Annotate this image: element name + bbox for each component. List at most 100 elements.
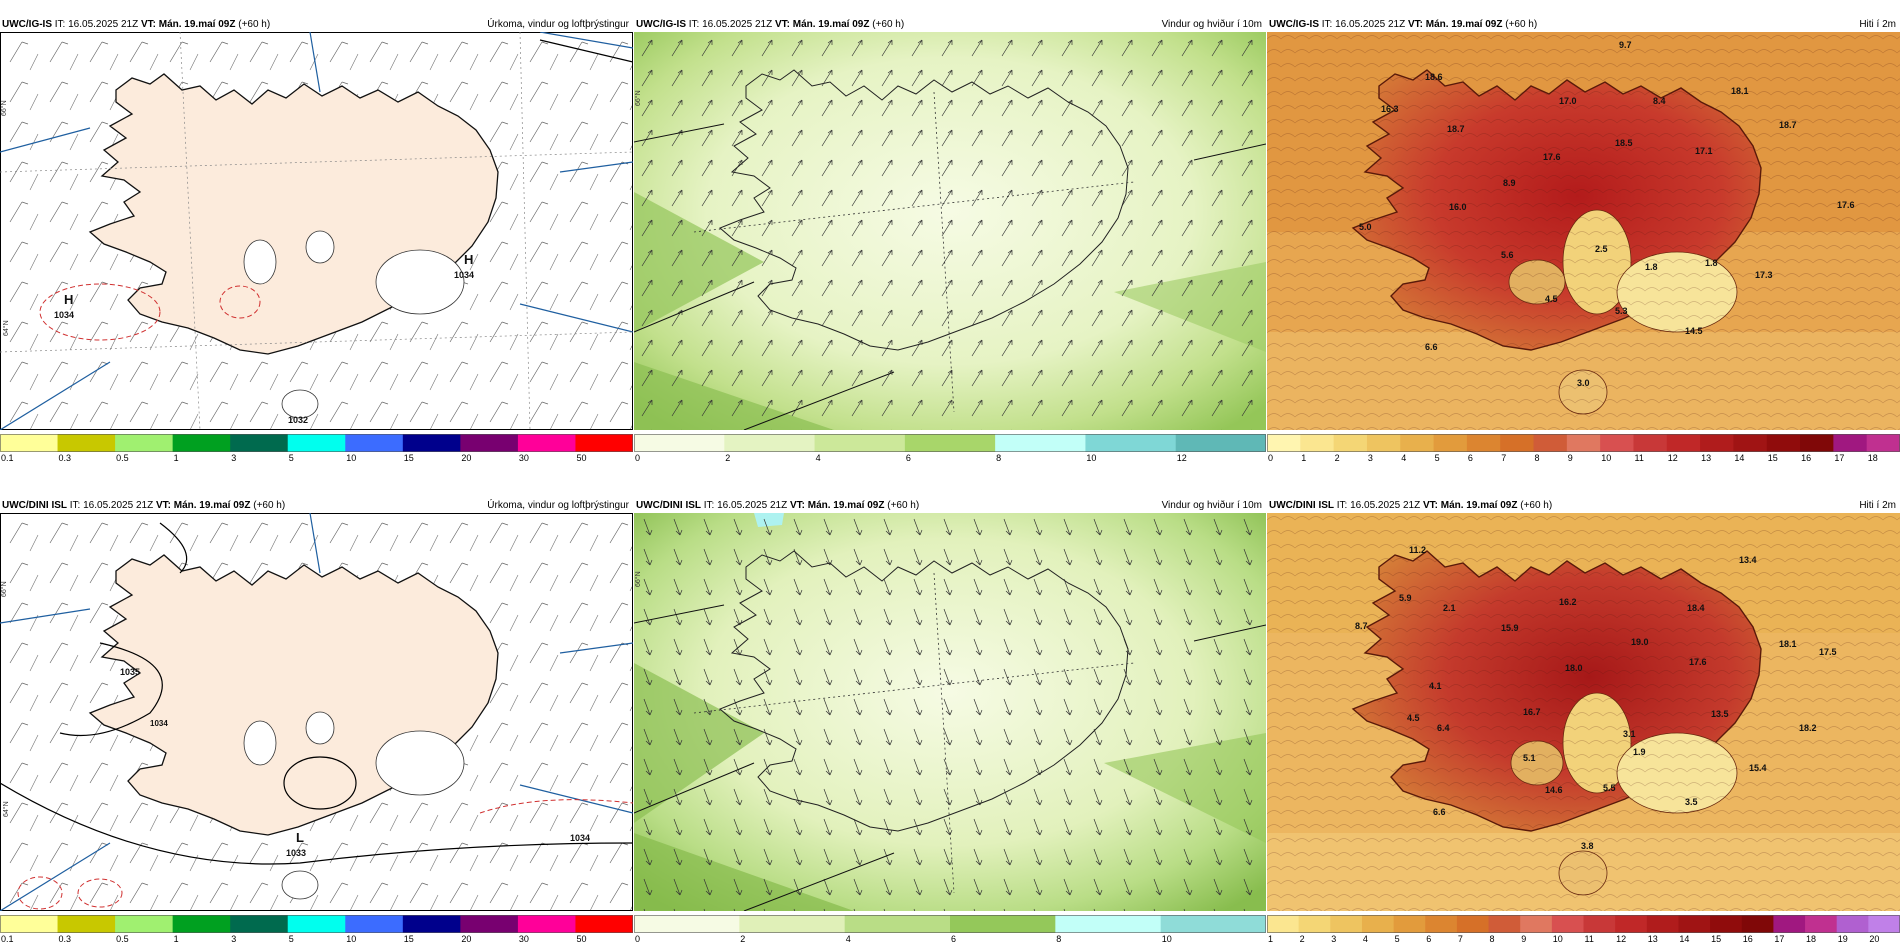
temperature-value: 17.0 bbox=[1559, 96, 1577, 106]
model-name: UWC/DINI ISL bbox=[2, 500, 67, 511]
valid-time: Mán. 19.maí 09Z bbox=[792, 19, 870, 30]
init-time: IT: 16.05.2025 21Z bbox=[1336, 500, 1421, 511]
colorbar-tick-label: 14 bbox=[1734, 453, 1745, 463]
valid-time: Mán. 19.maí 09Z bbox=[173, 500, 251, 511]
temperature-value: 16.2 bbox=[1559, 597, 1577, 607]
colorbar-tick-label: 10 bbox=[1601, 453, 1612, 463]
temperature-value: 19.0 bbox=[1631, 637, 1649, 647]
colorbar-swatch bbox=[1500, 434, 1535, 452]
temperature-value: 13.4 bbox=[1739, 555, 1757, 565]
colorbar-swatch bbox=[1833, 434, 1868, 452]
colorbar-tick-label: 8 bbox=[1534, 453, 1540, 463]
panel-title: Vindur og hviður í 10m bbox=[1161, 500, 1262, 511]
colorbar-tick-label: 6 bbox=[905, 453, 911, 463]
colorbar-swatch bbox=[517, 915, 576, 933]
colorbar-swatch bbox=[1836, 915, 1869, 933]
colorbar-tick-label: 10 bbox=[346, 453, 357, 463]
colorbar-swatch bbox=[1433, 434, 1468, 452]
wind-map: 66°N bbox=[634, 513, 1266, 911]
colorbar-tick-label: 19 bbox=[1837, 934, 1848, 944]
temperature-value: 18.1 bbox=[1731, 86, 1749, 96]
temperature-value: 15.9 bbox=[1501, 623, 1519, 633]
temperature-value: 4.1 bbox=[1429, 681, 1442, 691]
colorbar-tick-label: 11 bbox=[1584, 934, 1594, 944]
colorbar-swatch bbox=[1298, 915, 1331, 933]
colorbar-tick-label: 18 bbox=[1806, 934, 1817, 944]
lead-time: (+60 h) bbox=[887, 500, 920, 511]
isobar-label: 1034 bbox=[570, 833, 590, 843]
temperature-value: 1.8 bbox=[1705, 258, 1718, 268]
temperature-value: 17.3 bbox=[1755, 270, 1773, 280]
colorbar-swatch bbox=[1160, 915, 1266, 933]
colorbar-tick-label: 14 bbox=[1679, 934, 1690, 944]
temperature-value: 18.4 bbox=[1687, 603, 1705, 613]
colorbar-swatch bbox=[1456, 915, 1490, 933]
colorbar-swatch bbox=[575, 434, 633, 452]
pressure-value: 1034 bbox=[454, 270, 474, 280]
colorbar-swatch bbox=[634, 434, 725, 452]
temperature-value: 5.6 bbox=[1501, 250, 1514, 260]
colorbar-swatch bbox=[1678, 915, 1711, 933]
precip-map: L 1033 1035 1034 1034 66°N 64°N bbox=[0, 513, 633, 911]
init-time: IT: 16.05.2025 21Z bbox=[54, 19, 139, 30]
colorbar-tick-label: 4 bbox=[1362, 934, 1368, 944]
colorbar-tick-label: 3 bbox=[1367, 453, 1373, 463]
init-time: IT: 16.05.2025 21Z bbox=[688, 19, 773, 30]
colorbar-tick-label: 3 bbox=[1331, 934, 1337, 944]
high-symbol: H bbox=[464, 252, 473, 267]
colorbar-tick-label: 8 bbox=[996, 453, 1002, 463]
colorbar-swatch bbox=[517, 434, 576, 452]
colorbar-swatch bbox=[287, 915, 346, 933]
lead-time: (+60 h) bbox=[1505, 19, 1538, 30]
colorbar-swatch bbox=[1741, 915, 1774, 933]
temperature-value: 18.6 bbox=[1425, 72, 1443, 82]
colorbar-tick-label: 1 bbox=[1301, 453, 1307, 463]
valid-time: Mán. 19.maí 09Z bbox=[1440, 500, 1518, 511]
colorbar-swatch bbox=[904, 434, 996, 452]
colorbar-tick-label: 20 bbox=[1869, 934, 1880, 944]
valid-time: Mán. 19.maí 09Z bbox=[1425, 19, 1503, 30]
temperature-value: 6.4 bbox=[1437, 723, 1450, 733]
colorbar-tick-label: 0 bbox=[635, 453, 641, 463]
temperature-value: 18.1 bbox=[1779, 639, 1797, 649]
colorbar-tick-label: 50 bbox=[576, 453, 587, 463]
colorbar-tick-label: 6 bbox=[1467, 453, 1473, 463]
colorbar-tick-label: 0.1 bbox=[1, 453, 14, 463]
lat-label: 66°N bbox=[634, 90, 642, 106]
colorbar-tick-label: 17 bbox=[1834, 453, 1845, 463]
colorbar-swatch bbox=[1733, 434, 1768, 452]
colorbar-swatch bbox=[0, 915, 59, 933]
temperature-value: 18.0 bbox=[1565, 663, 1583, 673]
temperature-value: 3.1 bbox=[1623, 729, 1636, 739]
temperature-value: 5.1 bbox=[1523, 753, 1536, 763]
colorbar-tick-label: 0 bbox=[635, 934, 641, 944]
colorbar-tick-label: 2 bbox=[1334, 453, 1340, 463]
colorbar-swatch bbox=[724, 434, 816, 452]
valid-label: VT: bbox=[1422, 500, 1438, 511]
colorbar-tick-label: 0.1 bbox=[1, 934, 14, 944]
lat-label: 64°N bbox=[2, 320, 10, 336]
colorbar-tick-label: 6 bbox=[951, 934, 957, 944]
panel-header: UWC/IG-IS IT: 16.05.2025 21Z VT: Mán. 19… bbox=[0, 18, 633, 32]
temperature-value: 5.0 bbox=[1359, 222, 1372, 232]
valid-label: VT: bbox=[140, 19, 156, 30]
colorbar-swatch bbox=[115, 915, 174, 933]
colorbar-swatch bbox=[1866, 434, 1900, 452]
high-symbol: H bbox=[64, 292, 73, 307]
temperature-value: 16.0 bbox=[1449, 202, 1467, 212]
temperature-value: 6.6 bbox=[1433, 807, 1446, 817]
valid-time: Mán. 19.maí 09Z bbox=[807, 500, 885, 511]
colorbar-tick-label: 5 bbox=[1394, 934, 1400, 944]
temperature-value: 17.6 bbox=[1837, 200, 1855, 210]
low-symbol: L bbox=[296, 830, 304, 845]
colorbar-swatch bbox=[287, 434, 346, 452]
colorbar-swatch bbox=[1700, 434, 1734, 452]
colorbar-tick-label: 10 bbox=[1086, 453, 1097, 463]
colorbar-tick-label: 5 bbox=[288, 934, 294, 944]
model-name: UWC/IG-IS bbox=[2, 19, 52, 30]
panel-title: Vindur og hviður í 10m bbox=[1161, 19, 1262, 30]
temperature-value: 11.2 bbox=[1409, 545, 1426, 555]
temperature-value: 8.7 bbox=[1355, 621, 1368, 631]
colorbar-tick-label: 17 bbox=[1774, 934, 1785, 944]
colorbar-tick-label: 16 bbox=[1742, 934, 1753, 944]
